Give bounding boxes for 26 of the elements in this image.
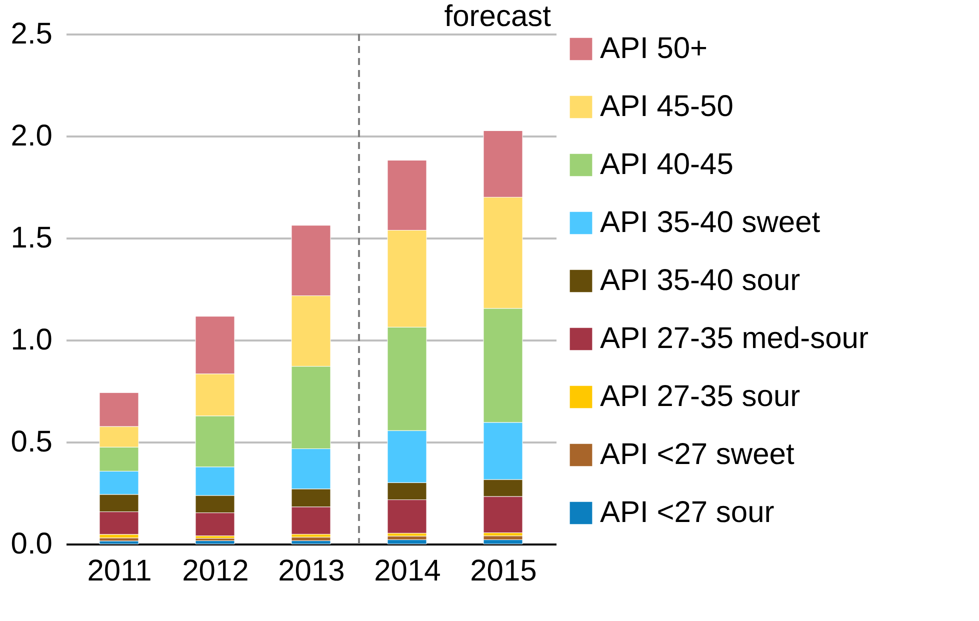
bar [483, 539, 523, 544]
legend-label: API 27-35 sour [600, 380, 800, 413]
y-tick-label: 1.5 [10, 222, 52, 254]
ref-line-label: forecast [444, 0, 552, 33]
y-tick-label: 1.0 [10, 324, 52, 356]
legend-label: API 27-35 med-sour [600, 322, 868, 355]
x-tick-label: 2012 [182, 554, 249, 588]
x-tick-label: 2014 [374, 554, 441, 588]
y-tick-label: 0.5 [10, 426, 52, 458]
bar [99, 538, 139, 542]
legend-label: API 35-40 sour [600, 264, 800, 297]
y-tick-label: 0.0 [10, 528, 52, 560]
bar [195, 540, 235, 544]
legend-label: API 40-45 [600, 148, 734, 181]
legend-label: API <27 sweet [600, 438, 795, 471]
legend-label: API 35-40 sweet [600, 206, 821, 239]
y-tick-label: 2.5 [10, 18, 52, 50]
legend-label: API <27 sour [600, 496, 774, 529]
x-tick-label: 2011 [87, 554, 152, 588]
legend-label: API 45-50 [600, 90, 734, 123]
legend-label: API 50+ [600, 32, 708, 65]
x-tick-label: 2013 [278, 554, 345, 588]
bar [291, 540, 331, 544]
y-tick-label: 2.0 [10, 120, 52, 152]
x-tick-label: 2015 [470, 554, 537, 588]
bar [387, 539, 427, 544]
